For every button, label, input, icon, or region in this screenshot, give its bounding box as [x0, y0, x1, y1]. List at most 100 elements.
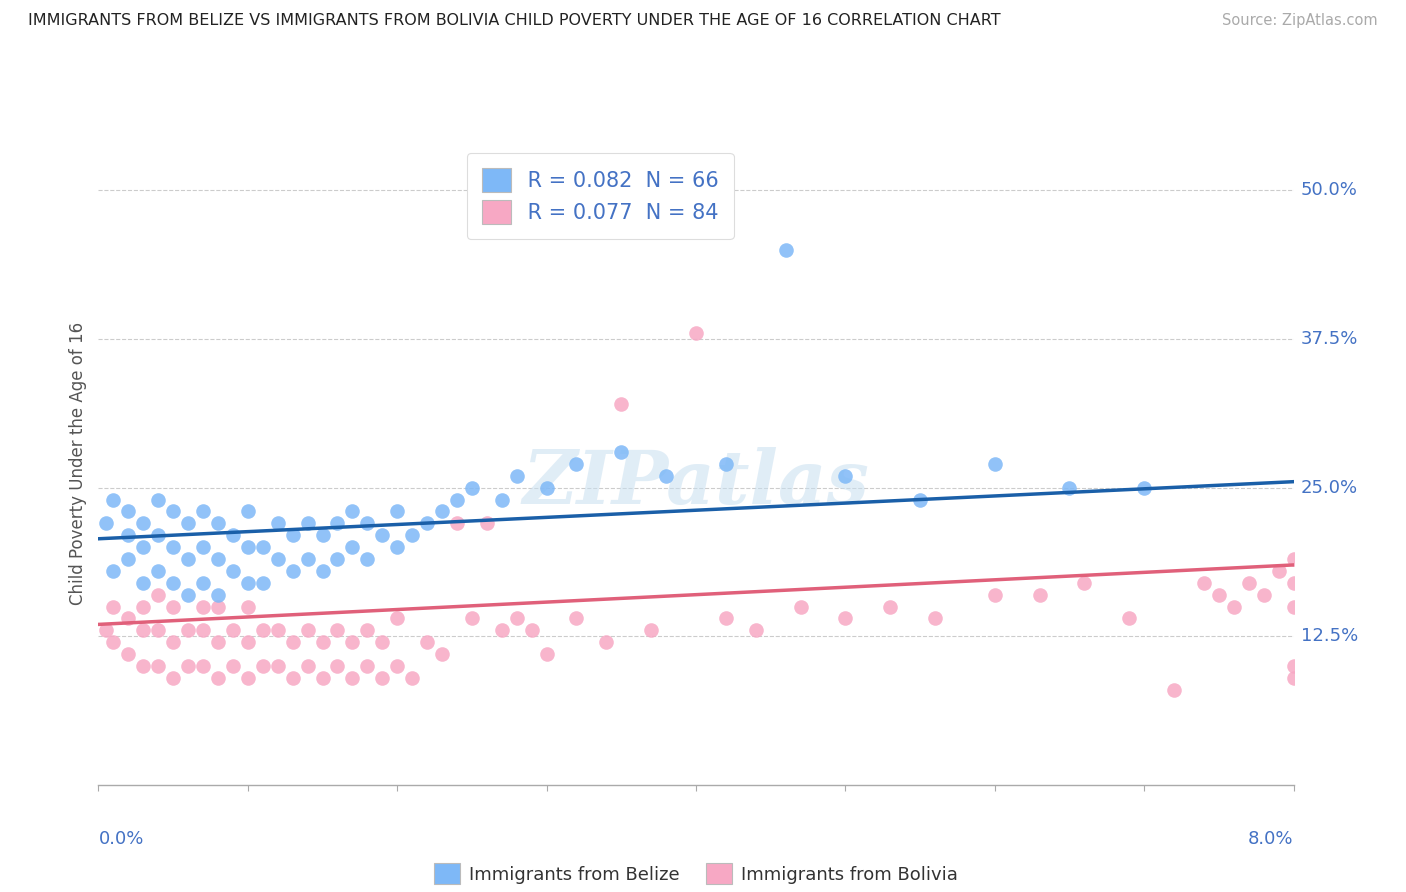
Point	[775, 243, 797, 257]
Point	[356, 516, 378, 531]
Point	[297, 552, 319, 566]
Point	[162, 599, 184, 614]
Point	[714, 457, 737, 471]
Point	[252, 575, 274, 590]
Point	[222, 659, 245, 673]
Point	[536, 481, 558, 495]
Point	[401, 528, 423, 542]
Point	[506, 468, 529, 483]
Point	[236, 635, 259, 649]
Point	[1133, 481, 1156, 495]
Point	[610, 397, 633, 411]
Point	[326, 516, 349, 531]
Point	[297, 624, 319, 638]
Point	[103, 599, 125, 614]
Point	[1282, 575, 1305, 590]
Point	[371, 528, 394, 542]
Point	[1222, 599, 1246, 614]
Point	[236, 504, 259, 518]
Point	[311, 671, 333, 685]
Point	[117, 611, 139, 625]
Point	[520, 624, 543, 638]
Point	[236, 575, 259, 590]
Point	[446, 492, 468, 507]
Point	[461, 611, 484, 625]
Point	[177, 516, 200, 531]
Point	[595, 635, 617, 649]
Point	[506, 611, 529, 625]
Point	[162, 671, 184, 685]
Point	[281, 564, 304, 578]
Point	[1282, 659, 1305, 673]
Point	[132, 540, 155, 554]
Point	[297, 516, 319, 531]
Point	[162, 635, 184, 649]
Point	[385, 611, 409, 625]
Point	[1163, 682, 1185, 697]
Point	[385, 540, 409, 554]
Point	[342, 504, 364, 518]
Point	[983, 457, 1005, 471]
Point	[117, 552, 139, 566]
Point	[252, 624, 274, 638]
Text: 37.5%: 37.5%	[1301, 330, 1358, 348]
Text: 8.0%: 8.0%	[1249, 830, 1294, 847]
Point	[148, 624, 170, 638]
Point	[148, 528, 170, 542]
Point	[789, 599, 811, 614]
Point	[148, 588, 170, 602]
Point	[326, 552, 349, 566]
Point	[924, 611, 946, 625]
Point	[103, 635, 125, 649]
Point	[983, 588, 1005, 602]
Point	[356, 552, 378, 566]
Point	[416, 516, 439, 531]
Text: IMMIGRANTS FROM BELIZE VS IMMIGRANTS FROM BOLIVIA CHILD POVERTY UNDER THE AGE OF: IMMIGRANTS FROM BELIZE VS IMMIGRANTS FRO…	[28, 13, 1001, 29]
Point	[236, 540, 259, 554]
Point	[252, 540, 274, 554]
Point	[117, 504, 139, 518]
Point	[1237, 575, 1260, 590]
Point	[461, 481, 484, 495]
Point	[371, 635, 394, 649]
Point	[132, 659, 155, 673]
Point	[356, 659, 378, 673]
Point	[565, 457, 588, 471]
Point	[132, 516, 155, 531]
Legend: Immigrants from Belize, Immigrants from Bolivia: Immigrants from Belize, Immigrants from …	[427, 856, 965, 891]
Point	[745, 624, 768, 638]
Point	[191, 624, 214, 638]
Point	[1282, 599, 1305, 614]
Point	[207, 599, 229, 614]
Point	[94, 624, 117, 638]
Point	[834, 468, 856, 483]
Point	[222, 564, 245, 578]
Point	[132, 624, 155, 638]
Point	[430, 647, 453, 661]
Point	[640, 624, 662, 638]
Point	[311, 564, 333, 578]
Point	[1059, 481, 1081, 495]
Point	[191, 504, 214, 518]
Point	[311, 635, 333, 649]
Text: Source: ZipAtlas.com: Source: ZipAtlas.com	[1222, 13, 1378, 29]
Text: 0.0%: 0.0%	[98, 830, 143, 847]
Point	[207, 588, 229, 602]
Point	[191, 599, 214, 614]
Point	[281, 671, 304, 685]
Point	[1073, 575, 1095, 590]
Point	[685, 326, 707, 340]
Point	[908, 492, 931, 507]
Point	[491, 624, 513, 638]
Point	[1267, 564, 1289, 578]
Point	[714, 611, 737, 625]
Point	[267, 624, 290, 638]
Point	[162, 575, 184, 590]
Point	[207, 516, 229, 531]
Point	[148, 564, 170, 578]
Point	[132, 599, 155, 614]
Point	[252, 659, 274, 673]
Point	[371, 671, 394, 685]
Point	[94, 516, 117, 531]
Point	[401, 671, 423, 685]
